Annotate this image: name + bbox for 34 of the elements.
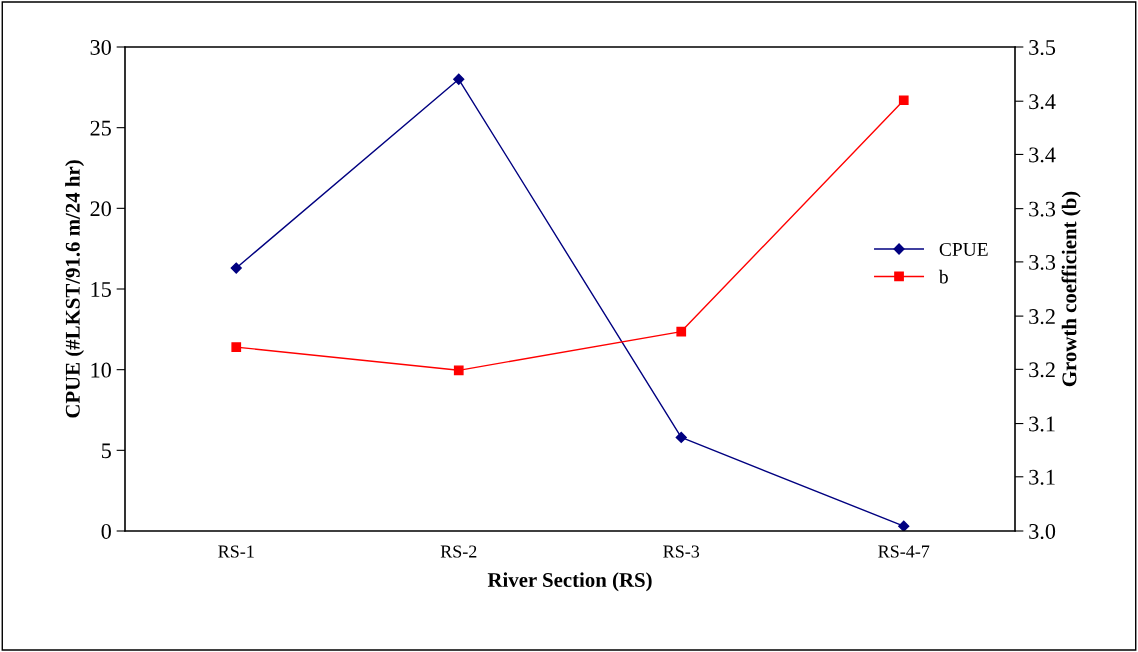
point <box>453 73 465 85</box>
y-tick-label: 15 <box>91 282 111 297</box>
x-tick-label: RS-2 <box>440 545 477 558</box>
y2-tick-label: 3.4 <box>1029 94 1056 110</box>
point <box>453 365 464 376</box>
y-tick-label: 0 <box>101 523 111 539</box>
point <box>231 342 242 352</box>
y2-tick-label: 3.4 <box>1029 147 1056 163</box>
y2-tick-label: 3.3 <box>1029 201 1056 217</box>
y2-tick-label: 3.2 <box>1029 362 1055 378</box>
point <box>898 520 910 531</box>
x-axis-title: River Section (RS) <box>487 572 652 592</box>
point <box>230 262 242 274</box>
legend-label: b <box>938 269 948 284</box>
legend-label: CPUE <box>939 242 988 256</box>
point <box>676 326 687 337</box>
y2-tick-label: 3.3 <box>1029 254 1056 270</box>
y2-tick-label: 3.2 <box>1029 309 1055 325</box>
y-tick-label: 10 <box>91 362 111 378</box>
y-tick-label: 20 <box>90 201 111 217</box>
y2-tick-label: 3.0 <box>1029 523 1056 540</box>
x-tick-label: RS-4-7 <box>878 545 930 558</box>
y-tick-label: 30 <box>90 39 111 55</box>
point <box>898 95 909 106</box>
point <box>675 431 687 444</box>
y2-tick-label: 3.1 <box>1029 416 1055 432</box>
y2-tick-label: 3.5 <box>1029 39 1056 56</box>
y-tick-label: 5 <box>101 443 111 459</box>
y2-tick-label: 3.1 <box>1029 469 1055 485</box>
x-tick-label: RS-3 <box>663 545 700 558</box>
y-tick-label: 25 <box>90 120 111 136</box>
x-tick-label: RS-1 <box>218 545 254 558</box>
y-axis-title: CPUE (#LKST/91.6 m/24 hr) <box>65 160 85 418</box>
y2-axis-title: Growth coefficient (b) <box>1061 191 1081 387</box>
